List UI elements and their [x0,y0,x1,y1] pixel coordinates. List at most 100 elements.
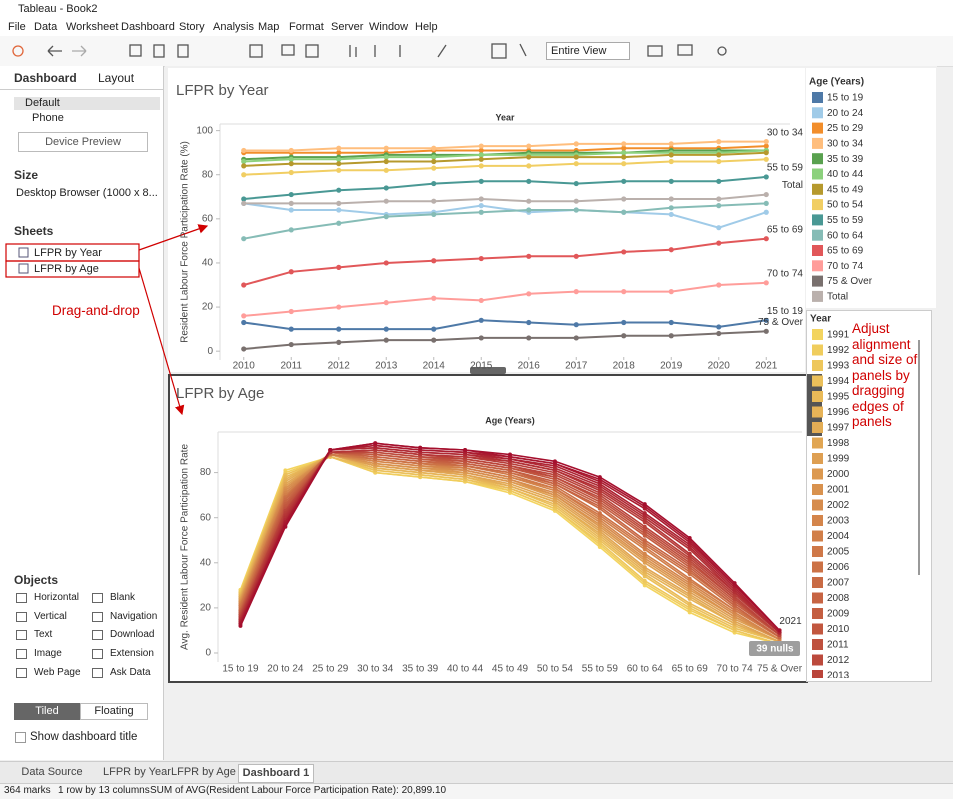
legend-label: 60 to 64 [827,230,864,241]
device-item[interactable]: Default [14,97,160,110]
checkbox[interactable] [15,732,26,743]
data-point [241,319,247,326]
legend-swatch [812,530,823,542]
object-item[interactable]: Ask Data [110,666,151,678]
data-point [336,304,342,310]
object-item[interactable]: Web Page [34,666,81,678]
data-point [573,161,579,167]
menu-item[interactable]: Worksheet [66,21,119,33]
tab[interactable]: Layout [98,71,135,85]
data-point [763,191,769,198]
object-item[interactable]: Text [34,629,53,641]
data-point [526,319,532,326]
legend-label: 1994 [827,376,850,387]
series-line [243,149,767,163]
menu-item[interactable]: Server [331,21,364,33]
checkbox-label[interactable]: Show dashboard title [30,731,138,743]
data-point [668,319,674,326]
series-line [243,158,767,176]
menu-item[interactable]: File [8,21,26,33]
view-dropdown[interactable]: Entire View [546,42,630,60]
tab[interactable]: Dashboard [14,71,77,85]
data-point [431,165,437,171]
highlight-box [5,260,140,278]
series-line [243,330,767,350]
button[interactable]: Tiled [14,703,80,720]
data-point [763,150,769,156]
data-point [716,324,722,330]
data-point [288,308,294,315]
button[interactable]: Device Preview [18,132,148,152]
object-item[interactable]: Image [34,648,62,660]
data-point [288,227,294,233]
menu-item[interactable]: Analysis [213,21,254,33]
legend-label: 2009 [827,609,850,620]
data-point [431,158,437,165]
data-point [508,452,512,457]
object-icon [92,593,103,603]
x-tick-label: 2020 [708,361,731,372]
sheet-item[interactable]: LFPR by Age [34,263,99,275]
object-item[interactable]: Navigation [110,610,158,622]
data-point [328,448,333,453]
data-point [241,282,247,288]
y-tick-label: 40 [202,258,214,269]
end-label: Total [782,180,803,191]
legend-label: 2019 [827,764,850,775]
resize-handle[interactable] [470,367,506,374]
data-point [241,163,247,169]
menu-item[interactable]: Map [258,21,280,33]
data-point [283,524,288,529]
data-point [732,581,737,586]
data-point [431,258,437,264]
series-line [243,149,767,161]
data-point [573,322,579,328]
object-item[interactable]: Extension [110,648,154,660]
legend-panel[interactable] [806,68,936,308]
legend-swatch [812,168,823,180]
series-line [243,202,767,240]
data-point [288,161,294,167]
menu-item[interactable]: Dashboard [121,21,175,33]
sheet-tab[interactable]: Dashboard 1 [238,764,314,783]
sheet-tab[interactable]: Data Source [21,766,83,778]
data-point [241,158,247,165]
sheet-item[interactable]: LFPR by Year [34,247,102,259]
menu-item[interactable]: Story [179,21,205,33]
object-icon [16,593,27,603]
x-tick-label: 2021 [755,361,778,372]
data-point [668,211,674,218]
data-point [526,178,532,184]
object-item[interactable]: Horizontal [34,592,80,603]
data-point [383,158,389,165]
device-item[interactable]: Phone [32,112,64,124]
panel-controls[interactable] [807,374,822,436]
menu-item[interactable]: Help [415,21,438,33]
data-point [431,295,437,301]
data-point [463,448,468,453]
object-item[interactable]: Download [110,629,155,641]
data-point [383,300,389,306]
menu-item[interactable]: Format [289,21,324,33]
data-point [431,145,437,151]
data-point [478,163,484,169]
object-item[interactable]: Vertical [34,610,67,622]
sheet-tab[interactable]: LFPR by Age [171,766,236,778]
data-point [526,198,532,204]
size-dropdown[interactable]: Desktop Browser (1000 x 8... [16,187,158,199]
menu-item[interactable]: Data [34,21,58,33]
data-point [573,207,579,213]
legend-panel[interactable] [806,310,932,682]
menu-item[interactable]: Window [369,21,409,33]
legend-swatch [812,515,823,526]
data-point [238,623,243,628]
legend-label: 35 to 39 [827,154,864,165]
data-point [431,180,437,187]
data-point [573,253,579,259]
data-point [621,196,627,202]
sheet-tab[interactable]: LFPR by Year [103,766,171,778]
object-item[interactable]: Blank [110,592,136,603]
legend-label: 2011 [827,640,849,651]
legend-swatch [812,732,823,743]
button[interactable]: Floating [80,703,148,720]
